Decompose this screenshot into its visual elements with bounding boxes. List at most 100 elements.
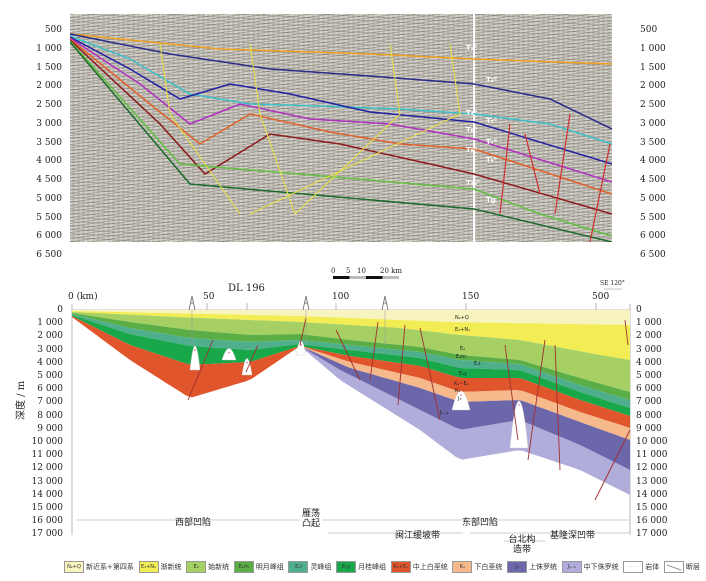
legend-item: 断层 <box>663 561 700 573</box>
depth-tick-label: 1 500 <box>36 62 62 73</box>
fault-line <box>624 319 629 346</box>
seismic-horizon <box>70 36 612 165</box>
depth-tick-label: 3 000 <box>640 118 666 129</box>
igneous-body <box>451 390 471 411</box>
depth-tick-label: 3 000 <box>636 344 662 355</box>
legend-swatch: J₁₋₂ <box>561 561 582 573</box>
formation-label: E₁y <box>459 371 468 377</box>
depth-tick-label: 7 000 <box>37 397 63 408</box>
depth-tick-label: 17 000 <box>636 529 668 540</box>
horizon-label: T₃⁰ <box>486 76 497 84</box>
interpretation-line <box>249 43 296 215</box>
depth-tick-label: 13 000 <box>636 476 668 487</box>
fault-line <box>187 339 214 401</box>
distance-tick-label: 100 <box>332 292 350 302</box>
depth-tick-label: 2 000 <box>636 331 662 342</box>
fault-line <box>335 329 361 381</box>
fault-line <box>299 317 307 346</box>
legend-item: E₃+N₁ 渐新统 <box>138 561 182 573</box>
region-minjiang-slope: 闽江缓坡带 <box>395 531 441 541</box>
legend-label: 灵峰组 <box>310 563 332 571</box>
legend-label: 中上白垩统 <box>412 563 448 571</box>
depth-tick-label: 7 000 <box>636 397 662 408</box>
legend-swatch: E₂m <box>233 561 254 573</box>
seismic-horizon <box>70 37 612 183</box>
legend-swatch: E₁l <box>288 561 309 573</box>
seismic-horizon <box>70 33 612 65</box>
igneous-body <box>221 348 237 361</box>
formation-label: N₂+Q <box>455 315 469 321</box>
legend-label: 中下侏罗统 <box>583 563 619 571</box>
depth-tick-label: 4 000 <box>636 357 662 368</box>
distance-tick-label: 500 <box>592 292 610 302</box>
fault-line <box>504 344 519 441</box>
depth-tick-label: 3 000 <box>37 344 63 355</box>
layer-7 <box>72 316 630 428</box>
depth-tick-label: 2 000 <box>37 331 63 342</box>
horizon-label: Tg <box>486 196 496 204</box>
interpretation-line <box>159 43 241 215</box>
depth-tick-label: 3 000 <box>36 118 62 129</box>
legend-item: E₁l 灵峰组 <box>288 561 331 573</box>
legend-label: 新近系+第四系 <box>86 563 134 571</box>
depth-tick-label: 0 <box>636 305 642 315</box>
formation-label: J₃ <box>458 396 462 402</box>
depth-tick-label: 500 <box>44 25 62 35</box>
horizon-label: T₇⁰ <box>486 138 497 146</box>
legend-item: N₂+Q 新近系+第四系 <box>64 561 134 573</box>
depth-tick-label: 1 000 <box>36 43 62 54</box>
legend-item: J₃ 上侏罗统 <box>507 561 557 573</box>
horizon-label: T₆⁰ <box>466 126 477 134</box>
legend-label: 明月峰组 <box>255 563 284 571</box>
legend-item: J₁₋₂ 中下侏罗统 <box>561 561 619 573</box>
seismic-horizons <box>70 14 612 242</box>
well-icon <box>302 295 310 345</box>
formation-label: E₂ <box>460 346 466 352</box>
horizon-label: T₂⁰ <box>466 44 477 52</box>
scale-label: 20 km <box>380 267 403 275</box>
fault-line <box>554 344 561 471</box>
horizon-label: T₉⁰ <box>486 156 497 164</box>
depth-tick-label: 9 000 <box>636 423 662 434</box>
depth-tick-label: 1 000 <box>636 318 662 329</box>
legend-item: E₂m 明月峰组 <box>233 561 284 573</box>
depth-tick-label: 11 000 <box>636 450 668 461</box>
region-jilong-deep: 基隆深凹带 <box>550 531 596 541</box>
layer-10 <box>72 317 630 495</box>
depth-tick-label: 10 000 <box>31 437 64 447</box>
depth-tick-label: 8 000 <box>636 410 662 421</box>
legend-swatch: E₃+N₁ <box>138 561 159 573</box>
legend: N₂+Q 新近系+第四系 E₃+N₁ 渐新统 E₂ 始新统 E₂m 明月峰组 E₁l 灵峰组 E₁y… <box>64 560 700 574</box>
seismic-horizon <box>70 39 612 215</box>
region-east-sag: 东部凹陷 <box>462 518 499 528</box>
depth-tick-label: 17 000 <box>31 529 64 540</box>
layer-4 <box>72 313 630 400</box>
depth-tick-label: 5 000 <box>36 193 62 204</box>
depth-tick-label: 15 000 <box>636 503 668 513</box>
horizon-label: T₈⁰ <box>466 146 477 154</box>
fault-line <box>499 123 511 215</box>
formation-label: E₂m <box>456 354 467 360</box>
legend-swatch: E₂ <box>186 561 207 573</box>
legend-label: 下白垩统 <box>474 563 503 571</box>
depth-tick-label: 6 000 <box>640 231 666 242</box>
igneous-body <box>295 340 307 356</box>
depth-tick-label: 5 500 <box>36 212 62 223</box>
legend-label: 岩体 <box>645 563 660 571</box>
seismic-horizon <box>70 41 612 242</box>
depth-tick-label: 4 500 <box>36 175 62 185</box>
depth-tick-label: 5 000 <box>636 371 662 381</box>
depth-tick-label: 4 000 <box>36 156 62 167</box>
depth-tick-label: 13 000 <box>31 476 64 487</box>
formation-label: E₁l <box>474 361 481 367</box>
seismic-horizon <box>70 40 612 237</box>
seismic-horizon <box>70 38 612 195</box>
depth-tick-label: 11 000 <box>31 450 64 461</box>
depth-tick-label: 4 500 <box>640 175 666 185</box>
depth-tick-label: 12 000 <box>31 463 64 474</box>
region-taibei-structure: 台北构造带 <box>508 535 536 555</box>
igneous-swatch: · · · <box>623 561 644 573</box>
fault-line <box>527 339 546 461</box>
igneous-body <box>241 358 253 376</box>
depth-tick-label: 5 000 <box>37 371 63 381</box>
